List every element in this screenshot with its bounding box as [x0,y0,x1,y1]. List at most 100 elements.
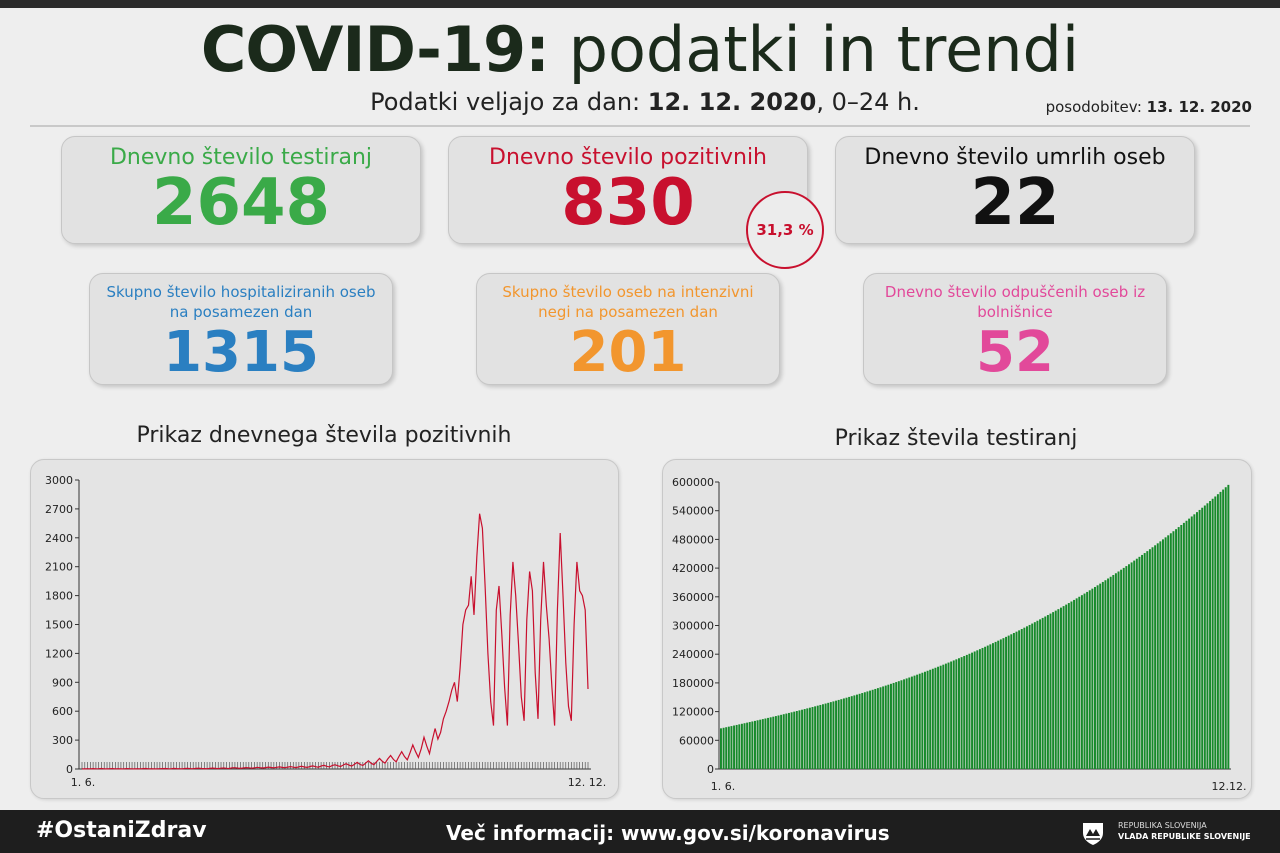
tests-bar [997,640,1000,769]
tests-bar [782,714,785,769]
tests-bar [1167,535,1170,769]
tests-bar [1039,619,1042,769]
tests-bar [1172,531,1175,769]
tests-bar [1057,609,1060,769]
tests-bar [756,720,759,769]
tests-bar [1002,638,1005,769]
tests-bar [1177,527,1180,769]
tests-value: 2648 [151,166,331,240]
y-tick-label: 600 [52,705,73,718]
tests-bar [984,646,987,769]
y-tick-label: 120000 [672,706,714,719]
tests-bar [952,660,955,769]
tests-bar [1107,578,1110,769]
y-tick-label: 1200 [45,647,73,660]
tests-bar [1159,541,1162,769]
tests-bar [944,663,947,769]
tests-bar [822,704,824,769]
tests-bar [858,693,861,769]
tests-bar [720,728,722,769]
tests-bar [937,666,940,769]
info-link[interactable]: Več informacij: www.gov.si/koronavirus [446,821,890,845]
tests-bar [1033,622,1036,769]
coat-of-arms-icon [1083,823,1103,845]
deaths-card: Dnevno število umrlih oseb 22 [835,136,1195,244]
tests-bar [947,662,950,769]
tests-bar [879,687,882,769]
tests-bar [850,696,853,769]
tests-bar [892,682,895,769]
tests-bar [1096,585,1099,769]
y-tick-label: 540000 [672,505,714,518]
tests-bar [722,727,725,769]
y-tick-label: 300 [52,734,73,747]
positive-chart-title: Prikaz dnevnega števila pozitivnih [136,423,512,448]
tests-bar [981,647,984,769]
tests-bar [1041,617,1044,769]
tests-bar [1075,598,1078,769]
tests-bar [1175,529,1178,769]
tests-bar [1203,505,1206,769]
tests-bar [921,672,924,769]
tests-bar [971,652,974,769]
tests-bar [1099,583,1102,769]
tests-bar [1023,627,1026,769]
y-tick-label: 0 [707,763,714,776]
tests-bar [1138,556,1141,769]
tests-bar [751,721,754,769]
y-tick-label: 1500 [45,619,73,632]
tests-bar [727,726,730,769]
tests-bar [1122,567,1125,769]
tests-bar [958,658,960,769]
x-start-label: 1. 6. [711,780,736,793]
positive-series-line [81,513,589,770]
y-tick-label: 300000 [672,620,714,633]
tests-bar [1049,613,1052,769]
tests-bar [887,684,890,769]
hashtag: #OstaniZdrav [36,818,207,843]
tests-bar [910,676,913,769]
tests-bar [856,694,858,769]
tests-bar [1143,553,1146,769]
tests-bar [780,714,783,769]
tests-bar [1128,564,1130,769]
tests-bar [842,698,845,769]
page-title: COVID-19: podatki in trendi [0,10,1280,90]
tests-bar [853,695,856,769]
tests-bar [871,689,874,769]
tests-bar [1125,566,1128,769]
tests-bar [1146,551,1149,769]
tests-bar [929,669,932,769]
tests-bar [743,723,746,769]
tests-bar [1211,498,1214,769]
tests-bar [827,702,830,769]
tests-bar [777,715,780,769]
tests-bar [848,696,851,769]
validity-prefix: Podatki veljajo za dan: [370,88,648,116]
tests-bar [884,685,887,769]
validity-date: 12. 12. 2020 [647,88,817,116]
tests-bar [895,682,898,769]
tests-bar [960,657,963,769]
discharged-label: Dnevno število odpuščenih oseb iz bolniš… [884,283,1146,321]
tests-bar [1201,507,1204,769]
tests-bar [725,727,728,769]
tests-bar [1156,543,1159,769]
updated-date: 13. 12. 2020 [1146,98,1252,116]
tests-bar [1054,610,1057,769]
tests-bar [1214,496,1217,769]
tests-bar [973,651,976,769]
tests-bar [1015,631,1018,769]
tests-bar [950,661,953,769]
tests-bar [1222,489,1225,769]
tests-bar [1112,575,1115,769]
tests-bar [754,720,756,769]
y-tick-label: 0 [66,763,73,776]
tests-bar [1198,509,1201,769]
tests-bar [1044,616,1047,769]
tests-bar [1154,545,1157,769]
tests-bar [746,722,749,769]
tests-bar [738,724,741,769]
tests-bar [1188,518,1191,769]
title-bold: COVID-19: [200,13,550,86]
